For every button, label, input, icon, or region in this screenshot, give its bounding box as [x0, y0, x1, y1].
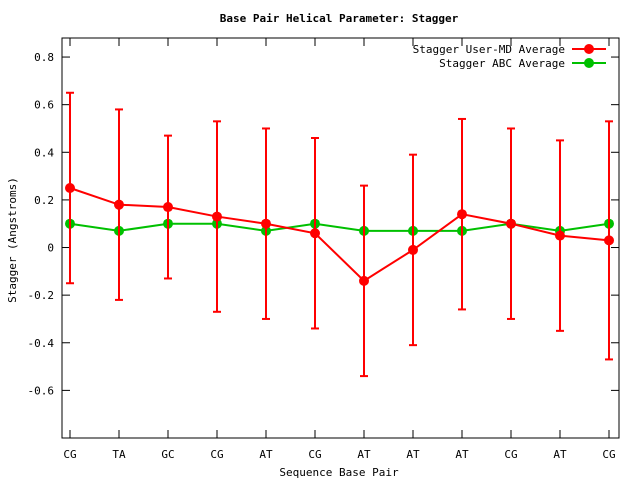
y-tick-label: 0: [47, 242, 54, 255]
data-point: [555, 230, 565, 241]
data-point: [408, 244, 418, 255]
data-point: [114, 199, 124, 210]
y-tick-label: 0.4: [34, 146, 54, 159]
data-point: [163, 202, 173, 213]
y-tick-label: 0.6: [34, 99, 54, 112]
y-axis-label: Stagger (Angstroms): [6, 177, 19, 303]
y-tick-label: -0.4: [28, 337, 55, 350]
x-axis-label: Sequence Base Pair: [279, 466, 399, 479]
series-abc: [65, 218, 614, 236]
y-tick-label: -0.6: [28, 384, 55, 397]
legend-swatch-marker: [584, 58, 594, 68]
data-point: [506, 218, 516, 229]
series-line: [69, 187, 610, 283]
legend-swatch-marker: [584, 44, 594, 54]
data-point: [65, 183, 75, 193]
y-tick-label: 0.2: [34, 194, 54, 207]
data-point: [212, 211, 222, 222]
x-tick-label: AT: [406, 448, 420, 461]
x-tick-label: CG: [308, 448, 321, 461]
x-tick-label: CG: [210, 448, 223, 461]
series-layer: [65, 91, 614, 378]
legend-label: Stagger User-MD Average: [413, 43, 565, 56]
chart-title: Base Pair Helical Parameter: Stagger: [220, 12, 459, 25]
x-tick-label: AT: [357, 448, 371, 461]
x-tick-label: TA: [112, 448, 126, 461]
data-point: [310, 228, 320, 239]
x-tick-label: GC: [161, 448, 174, 461]
legend-label: Stagger ABC Average: [439, 57, 565, 70]
x-tick-label: AT: [455, 448, 469, 461]
data-point: [457, 209, 467, 220]
plot-border: [61, 37, 620, 439]
y-tick-label: -0.2: [28, 289, 55, 302]
y-tick-label: 0.8: [34, 51, 54, 64]
data-point: [604, 235, 614, 246]
x-tick-label: AT: [553, 448, 567, 461]
x-tick-label: CG: [504, 448, 517, 461]
x-tick-label: CG: [63, 448, 76, 461]
series-user-md: [65, 91, 614, 378]
x-axis: CG TA GC CG AT CG AT AT AT CG AT CG: [63, 38, 616, 461]
data-point: [261, 218, 271, 229]
y-axis: -0.6 -0.4 -0.2 0 0.2 0.4 0.6 0.8: [28, 51, 619, 397]
x-tick-label: CG: [602, 448, 615, 461]
plot-frame: [61, 37, 620, 439]
x-tick-label: AT: [259, 448, 273, 461]
data-point: [359, 275, 369, 286]
